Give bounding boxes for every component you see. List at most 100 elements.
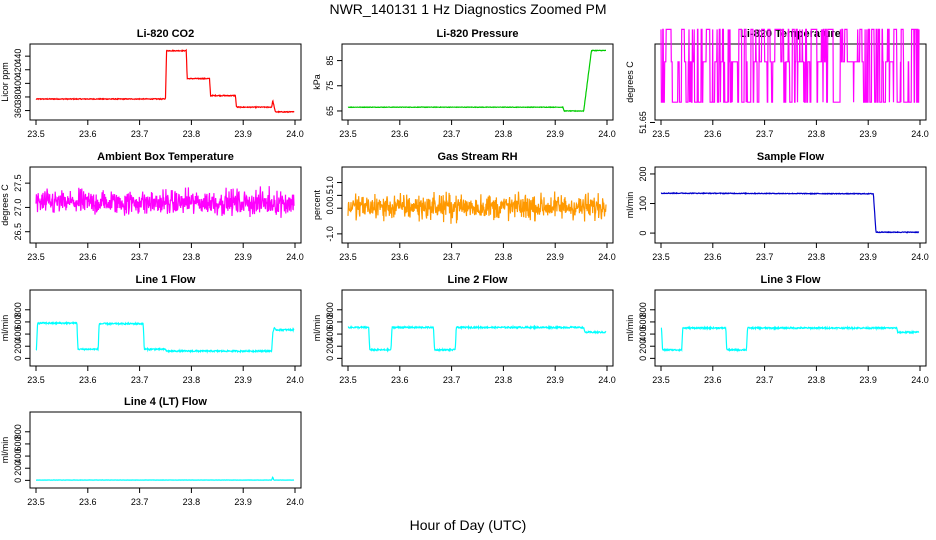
x-tick-label: 23.5 [27,129,45,139]
chart-title: Gas Stream RH [437,151,517,163]
series-line [35,320,295,354]
y-tick-label: 440 [13,49,23,64]
series-line [660,28,920,103]
series-line [347,49,606,113]
page-title: NWR_140131 1 Hz Diagnostics Zoomed PM [329,1,607,17]
y-tick-label: 600 [13,314,23,329]
y-tick-label: 400 [13,327,23,342]
y-tick-label: 0 [13,356,23,361]
x-tick-label: 23.8 [495,375,513,385]
y-tick-label: 200 [638,339,648,354]
plot-frame [341,43,614,121]
chart-title: Line 1 Flow [136,274,196,286]
x-tick-label: 23.5 [652,129,670,139]
x-tick-label: 23.8 [495,252,513,262]
y-tick-label: 200 [13,339,23,354]
y-tick-label: 27.5 [13,174,23,192]
y-tick-label: 600 [638,314,648,329]
chart-title: Line 3 Flow [761,274,821,286]
x-axis-title: Hour of Day (UTC) [409,517,527,533]
x-tick-label: 24.0 [911,252,929,262]
x-tick-label: 23.9 [234,252,252,262]
x-tick-label: 24.0 [286,497,304,507]
y-tick-label: 800 [325,302,335,317]
y-axis-label: ml/min [0,315,10,342]
chart-panel-6: Sample Flow ml/min 23.5 23.6 23.7 23.8 23.9 24.… [625,151,929,262]
x-tick-label: 23.7 [131,129,149,139]
x-tick-label: 23.9 [859,252,877,262]
x-tick-label: 23.9 [859,129,877,139]
y-tick-label: 200 [638,166,648,181]
y-tick-label: 27.0 [13,199,23,217]
x-tick-label: 23.8 [808,375,826,385]
x-tick-label: 24.0 [911,375,929,385]
y-tick-label: 200 [325,339,335,354]
x-tick-label: 23.9 [546,252,564,262]
chart-title: Sample Flow [757,151,825,163]
y-axis-label: percent [312,189,322,220]
x-tick-label: 23.9 [234,497,252,507]
x-tick-label: 23.7 [131,375,149,385]
y-tick-label: 200 [13,461,23,476]
y-tick-label: 800 [13,302,23,317]
y-tick-label: 100 [638,196,648,211]
y-axis-label: kPa [312,74,322,90]
y-tick-label: 400 [325,327,335,342]
x-tick-label: 23.5 [27,375,45,385]
x-tick-label: 23.7 [443,252,461,262]
y-tick-label: 400 [13,76,23,91]
x-tick-label: 23.6 [391,129,409,139]
x-tick-label: 23.8 [808,252,826,262]
chart-title: Ambient Box Temperature [97,151,234,163]
x-tick-label: 23.6 [704,129,722,139]
x-tick-label: 23.5 [652,252,670,262]
x-tick-label: 24.0 [286,252,304,262]
series-line [347,324,607,353]
y-axis-label: Licor ppm [0,62,10,102]
x-tick-label: 24.0 [598,375,616,385]
x-tick-label: 23.8 [183,497,201,507]
y-axis-label: ml/min [312,315,322,342]
x-tick-label: 23.7 [131,497,149,507]
y-tick-label: 26.5 [13,223,23,241]
plot-frame [341,166,614,244]
x-tick-label: 23.9 [234,129,252,139]
plot-frame [341,289,614,367]
x-tick-label: 23.6 [391,252,409,262]
y-tick-label: 85 [325,56,335,66]
y-tick-label: 420 [13,62,23,77]
y-tick-label: 0 [13,478,23,483]
y-tick-label: 800 [13,424,23,439]
x-tick-label: 24.0 [598,129,616,139]
x-tick-label: 23.9 [546,375,564,385]
y-tick-label: 0 [638,356,648,361]
x-tick-label: 23.7 [131,252,149,262]
x-tick-label: 23.7 [756,252,774,262]
x-tick-label: 23.6 [79,252,97,262]
x-tick-label: 23.8 [808,129,826,139]
x-tick-label: 23.6 [391,375,409,385]
y-tick-label: 380 [13,89,23,104]
x-tick-label: 23.9 [859,375,877,385]
y-tick-label: 360 [13,103,23,118]
x-tick-label: 24.0 [286,129,304,139]
plot-frame [654,43,927,121]
plot-frame [654,166,927,244]
x-tick-label: 23.6 [704,252,722,262]
series-line [35,186,295,218]
chart-panel-5: Gas Stream RH percent 23.5 23.6 23.7 23.8 23.9… [312,151,616,262]
y-axis-label: ml/min [0,437,10,464]
x-tick-label: 23.5 [652,375,670,385]
plot-frame [29,43,302,121]
plot-frame [29,289,302,367]
chart-panel-8: Line 2 Flow ml/min 23.5 23.6 23.7 23.8 23.9 24.… [312,274,616,385]
x-tick-label: 23.5 [339,129,357,139]
x-tick-label: 23.6 [79,375,97,385]
y-tick-label: 600 [13,436,23,451]
plot-frame [29,166,302,244]
x-tick-label: 23.5 [339,375,357,385]
chart-title: Li-820 CO2 [137,28,194,40]
chart-title: Li-820 Pressure [437,28,519,40]
series-line [660,191,920,234]
